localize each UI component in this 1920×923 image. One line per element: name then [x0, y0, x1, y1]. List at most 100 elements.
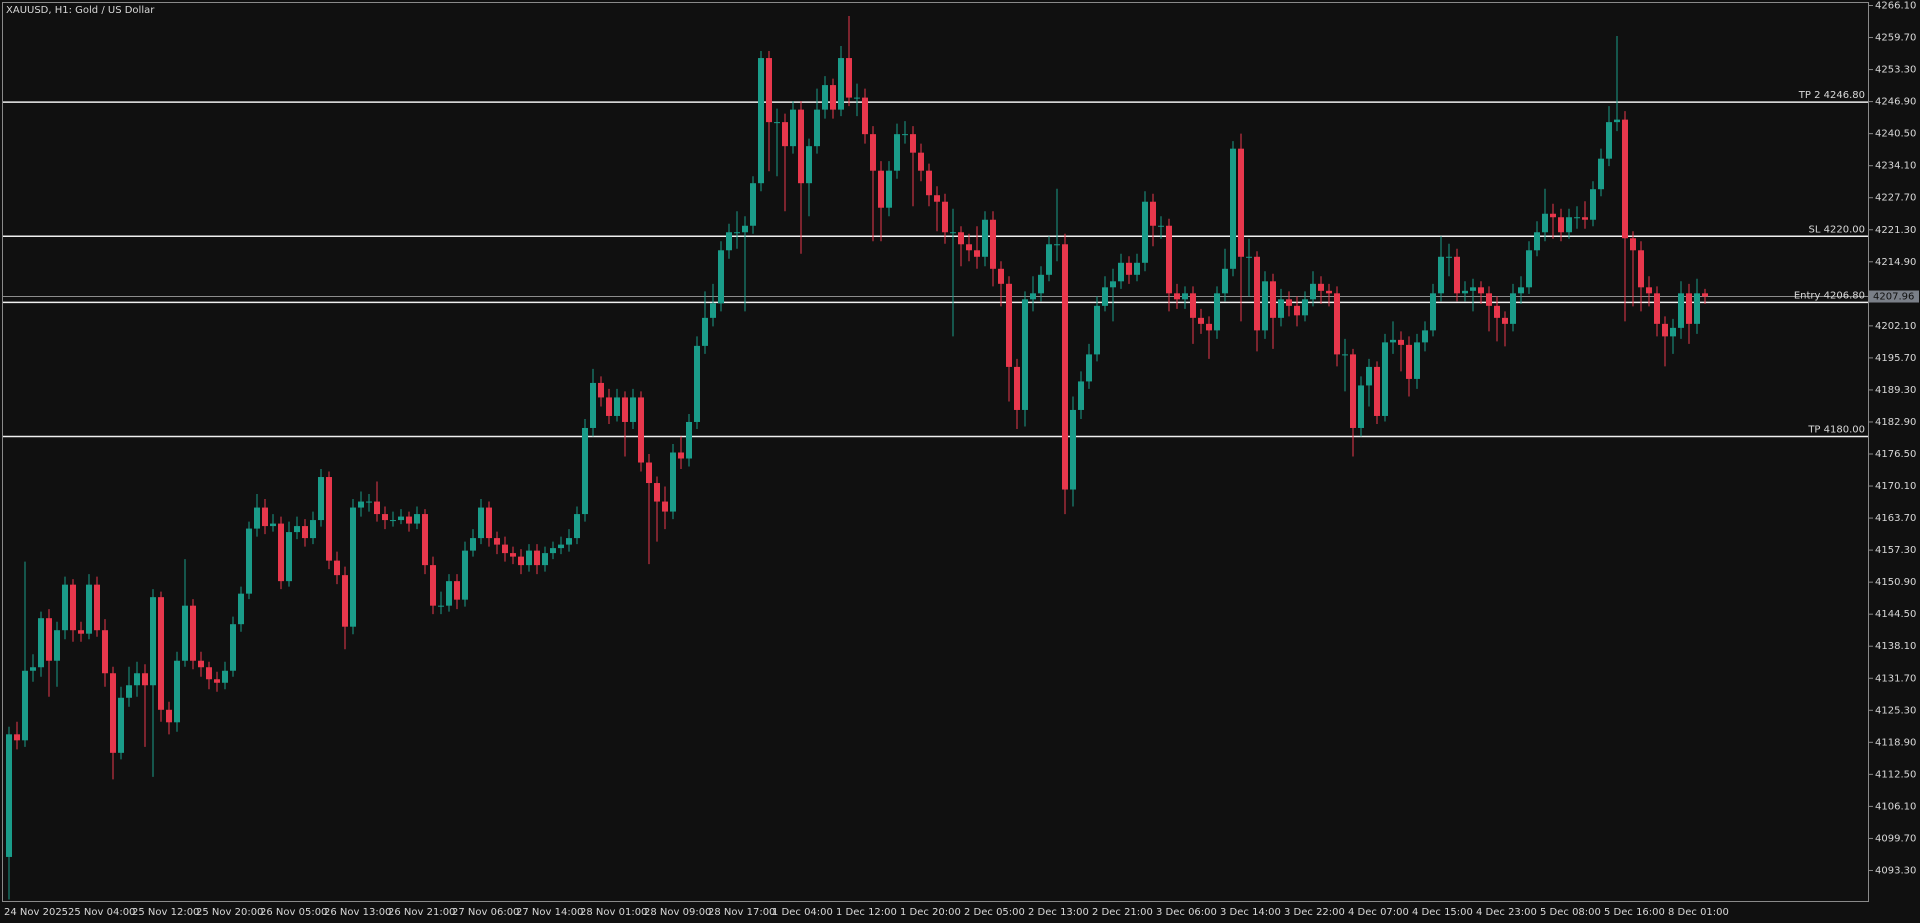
candle-body [254, 507, 260, 529]
candle-body [606, 397, 612, 416]
candle-body [598, 382, 604, 398]
x-tick-label: 27 Nov 06:00 [452, 907, 519, 918]
candle-body [238, 593, 244, 625]
candle-body [1398, 339, 1404, 345]
candle-body [526, 550, 532, 566]
plot-area [3, 16, 1868, 900]
candle-body [78, 630, 84, 634]
candle-body [110, 673, 116, 753]
candle-body [398, 516, 404, 521]
x-tick-label: 25 Nov 20:00 [196, 907, 263, 918]
candle-body [1350, 354, 1356, 428]
candle-body [782, 122, 788, 147]
candle-body [366, 501, 372, 503]
candle-body [214, 679, 220, 683]
candle-body [1022, 299, 1028, 410]
candle-body [1486, 293, 1492, 306]
x-tick-label: 25 Nov 04:00 [68, 907, 135, 918]
candle-body [486, 507, 492, 539]
candle-body [470, 538, 476, 551]
y-tick-label: 4112.50 [1875, 769, 1916, 780]
x-tick-label: 4 Dec 23:00 [1476, 907, 1537, 918]
candle-body [718, 250, 724, 304]
candle-body [1118, 262, 1124, 282]
y-tick-label: 4214.90 [1875, 257, 1916, 268]
candle-body [510, 553, 516, 557]
candle-body [1206, 323, 1212, 331]
candle-body [1382, 342, 1388, 416]
candle-body [1558, 217, 1564, 233]
x-tick-label: 3 Dec 22:00 [1284, 907, 1345, 918]
candle-body [1550, 213, 1556, 218]
candle-body [734, 232, 740, 234]
candle-body [590, 382, 596, 428]
candle-body [550, 548, 556, 554]
candle-body [1334, 293, 1340, 355]
candle-body [1670, 327, 1676, 337]
x-tick-label: 26 Nov 13:00 [324, 907, 391, 918]
y-tick-label: 4227.70 [1875, 193, 1916, 204]
candle-body [318, 477, 324, 521]
y-tick-label: 4118.90 [1875, 737, 1916, 748]
candle-body [686, 421, 692, 459]
candle-body [990, 219, 996, 269]
x-tick-label: 2 Dec 21:00 [1092, 907, 1153, 918]
y-tick-label: 4182.90 [1875, 417, 1916, 428]
x-tick-label: 4 Dec 15:00 [1412, 907, 1473, 918]
candle-body [374, 501, 380, 515]
candle-body [766, 58, 772, 123]
candle-body [790, 109, 796, 147]
x-tick-label: 1 Dec 04:00 [772, 907, 833, 918]
candle-body [358, 501, 364, 508]
candle-body [1054, 244, 1060, 246]
candle-body [1702, 293, 1708, 297]
candle-body [1318, 283, 1324, 291]
candle-body [1126, 262, 1132, 275]
candle-body [1246, 256, 1252, 258]
y-tick-label: 4195.70 [1875, 353, 1916, 364]
candle-body [1174, 293, 1180, 300]
candle-body [774, 122, 780, 124]
candle-body [230, 624, 236, 671]
candle-body [662, 501, 668, 512]
candle-body [142, 673, 148, 686]
level-label: Entry 4206.80 [1794, 290, 1865, 301]
candle-body [102, 630, 108, 674]
candle-body [422, 514, 428, 566]
candle-body [1262, 281, 1268, 331]
x-tick-label: 1 Dec 20:00 [900, 907, 961, 918]
candle-body [1158, 225, 1164, 227]
candle-body [1366, 366, 1372, 386]
candle-body [902, 134, 908, 136]
candle-body [1030, 293, 1036, 300]
candle-body [1598, 158, 1604, 190]
candle-body [1214, 293, 1220, 331]
candle-body [1294, 305, 1300, 316]
candle-body [1654, 293, 1660, 324]
candle-body [1190, 293, 1196, 318]
candle-body [542, 553, 548, 566]
candle-body [406, 516, 412, 524]
candle-body [206, 667, 212, 680]
candle-body [1646, 287, 1652, 294]
candle-body [1438, 256, 1444, 294]
x-tick-label: 3 Dec 06:00 [1156, 907, 1217, 918]
candle-body [798, 109, 804, 184]
y-tick-label: 4234.10 [1875, 161, 1916, 172]
candle-body [1686, 293, 1692, 324]
candle-body [270, 523, 276, 527]
candle-body [614, 397, 620, 416]
candle-body [1470, 287, 1476, 291]
candle-body [1430, 293, 1436, 331]
x-tick-label: 2 Dec 05:00 [964, 907, 1025, 918]
candle-body [46, 618, 52, 661]
candle-body [934, 195, 940, 202]
candle-body [1166, 225, 1172, 294]
candle-body [382, 514, 388, 521]
candle-body [670, 452, 676, 512]
y-tick-label: 4163.70 [1875, 513, 1916, 524]
candle-body [838, 58, 844, 110]
y-tick-label: 4259.70 [1875, 33, 1916, 44]
candle-body [750, 183, 756, 226]
